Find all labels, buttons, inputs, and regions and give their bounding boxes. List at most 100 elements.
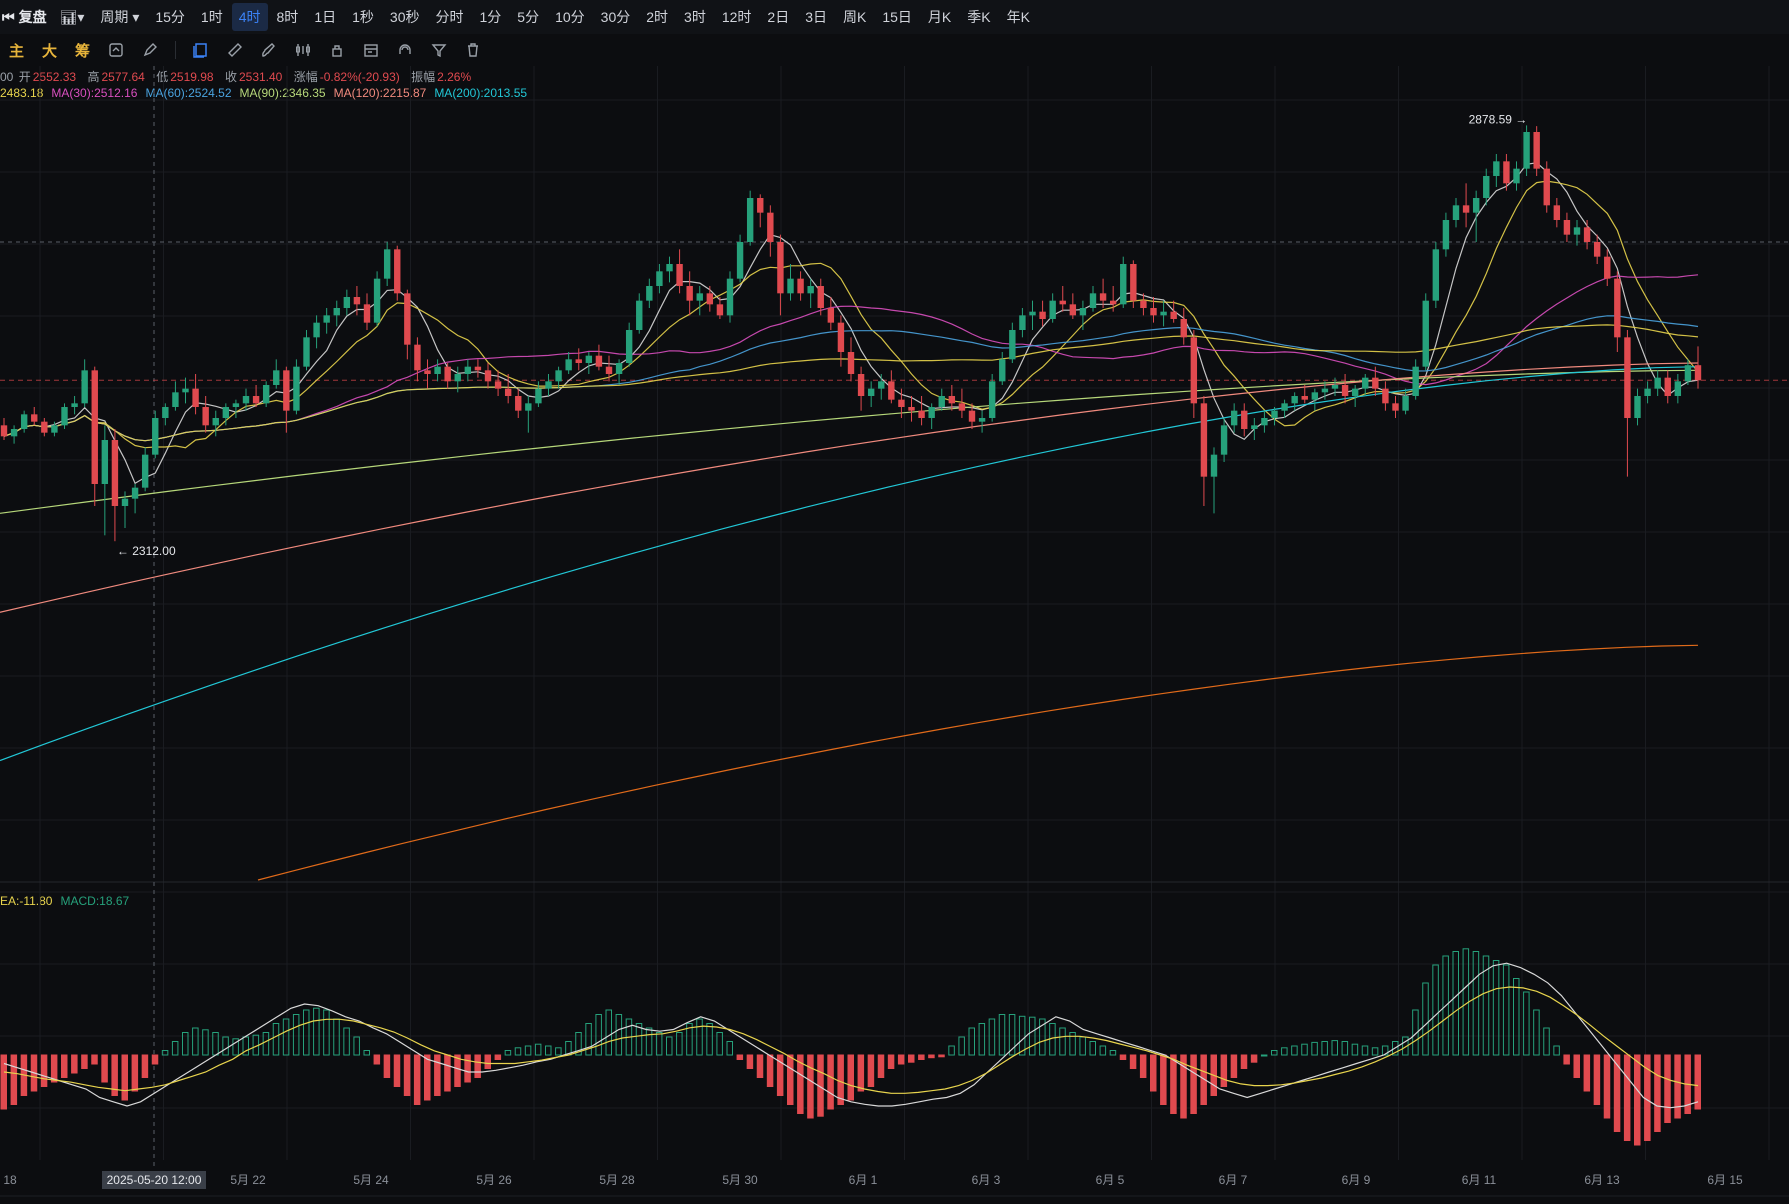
interval-17[interactable]: 周K bbox=[843, 9, 867, 25]
interval-7[interactable]: 分时 bbox=[435, 9, 464, 25]
candle-body bbox=[1341, 385, 1349, 396]
candle-body bbox=[182, 388, 189, 393]
magnet-icon[interactable] bbox=[394, 39, 416, 61]
macd-bar bbox=[71, 1054, 78, 1074]
candle-body bbox=[1523, 132, 1530, 169]
interval-20[interactable]: 季K bbox=[967, 9, 991, 25]
layers-icon[interactable] bbox=[190, 39, 212, 61]
interval-9[interactable]: 5分 bbox=[517, 9, 540, 25]
candle-body bbox=[10, 429, 18, 437]
interval-16[interactable]: 3日 bbox=[805, 9, 827, 25]
candle-body bbox=[1291, 396, 1298, 404]
ma-legend-item-4: MA(120):2215.87 bbox=[333, 86, 427, 100]
calendar-icon[interactable] bbox=[360, 39, 382, 61]
ma-long-line bbox=[257, 644, 1699, 881]
macd-bar bbox=[1119, 1054, 1127, 1060]
macd-bar bbox=[464, 1054, 471, 1083]
macd-bar bbox=[837, 1054, 844, 1105]
interval-14[interactable]: 12时 bbox=[721, 9, 752, 25]
macd-bar bbox=[1180, 1054, 1187, 1119]
low-value: 2519.98 bbox=[170, 70, 214, 84]
candle-body bbox=[1493, 161, 1500, 176]
macd-bar bbox=[1553, 1045, 1560, 1056]
period-dropdown[interactable]: 周期 ▾ bbox=[93, 3, 146, 31]
macd-bar bbox=[292, 1014, 300, 1056]
x-tick-label: 6月 11 bbox=[1462, 1173, 1497, 1187]
macd-bar bbox=[1321, 1041, 1328, 1056]
interval-6[interactable]: 30秒 bbox=[389, 9, 420, 25]
candle-body bbox=[81, 370, 88, 404]
macd-bar bbox=[91, 1054, 98, 1065]
interval-2[interactable]: 4时 bbox=[231, 3, 268, 31]
interval-0[interactable]: 15分 bbox=[155, 9, 185, 25]
candle-body bbox=[242, 396, 250, 404]
interval-3[interactable]: 8时 bbox=[276, 9, 299, 25]
macd-bar bbox=[797, 1054, 804, 1114]
candle-body bbox=[1684, 365, 1692, 382]
macd-bar bbox=[908, 1054, 915, 1063]
max-price-label: 2878.59 → bbox=[1469, 112, 1528, 126]
candle-body bbox=[1069, 304, 1077, 316]
interval-10[interactable]: 10分 bbox=[555, 9, 585, 25]
interval-8[interactable]: 1分 bbox=[479, 9, 502, 25]
macd-bar bbox=[655, 1032, 663, 1056]
macd-bar bbox=[897, 1054, 905, 1065]
interval-19[interactable]: 月K bbox=[927, 9, 952, 25]
lock-icon[interactable] bbox=[326, 39, 348, 61]
interval-18[interactable]: 15日 bbox=[882, 9, 912, 25]
candle-body bbox=[343, 297, 351, 308]
ruler-icon[interactable] bbox=[224, 39, 246, 61]
candle-body bbox=[706, 293, 714, 305]
replay-button[interactable]: ⏮ 复盘 bbox=[0, 7, 53, 27]
interval-12[interactable]: 2时 bbox=[646, 9, 669, 25]
candle-body bbox=[817, 286, 824, 308]
macd-bar bbox=[1331, 1040, 1338, 1056]
candle-body bbox=[928, 407, 935, 418]
candle-body bbox=[958, 403, 966, 411]
candle-body bbox=[1120, 264, 1127, 305]
interval-11[interactable]: 30分 bbox=[600, 9, 631, 25]
candle-body bbox=[1593, 242, 1601, 257]
candle-body bbox=[1029, 311, 1036, 316]
macd-bar bbox=[1291, 1045, 1298, 1056]
macd-bar bbox=[1109, 1050, 1117, 1056]
candle-body bbox=[1513, 168, 1520, 184]
candle-body bbox=[1190, 337, 1198, 404]
candle-body bbox=[212, 418, 219, 426]
interval-21[interactable]: 年K bbox=[1006, 9, 1030, 25]
candle-body bbox=[787, 278, 794, 294]
candle-body bbox=[464, 366, 472, 374]
candle-body bbox=[777, 242, 784, 294]
macd-dif-line bbox=[3, 962, 1699, 1109]
interval-4[interactable]: 1日 bbox=[314, 9, 337, 25]
interval-13[interactable]: 3时 bbox=[684, 9, 706, 25]
interval-1[interactable]: 1时 bbox=[200, 9, 223, 25]
trash-icon[interactable] bbox=[462, 39, 484, 61]
interval-5[interactable]: 1秒 bbox=[352, 9, 374, 25]
macd-bar bbox=[958, 1036, 965, 1056]
change-label: 涨幅 bbox=[293, 70, 318, 84]
indicator-icon[interactable] bbox=[292, 39, 314, 61]
candle-body bbox=[494, 381, 502, 389]
chart-type-dropdown[interactable]: 📊︎▾ bbox=[53, 5, 92, 30]
filter-icon[interactable] bbox=[428, 39, 450, 61]
reset-icon[interactable] bbox=[105, 39, 127, 61]
macd-bar bbox=[454, 1054, 461, 1087]
chip-distribution-toggle[interactable]: 筹 bbox=[75, 42, 91, 60]
interval-15[interactable]: 2日 bbox=[767, 9, 790, 25]
brush-icon[interactable] bbox=[258, 39, 280, 61]
main-indicator-toggle[interactable]: 主 bbox=[9, 42, 25, 60]
macd-bar bbox=[1281, 1047, 1288, 1056]
macd-bar bbox=[40, 1054, 48, 1087]
candle-body bbox=[192, 388, 199, 407]
pencil-tool-icon[interactable] bbox=[139, 39, 161, 61]
macd-bar bbox=[1301, 1043, 1308, 1056]
macd-bar bbox=[1674, 1054, 1681, 1119]
candle-body bbox=[767, 212, 774, 242]
candle-body bbox=[807, 286, 814, 294]
macd-bar bbox=[847, 1054, 854, 1101]
large-order-toggle[interactable]: 大 bbox=[42, 42, 58, 60]
candle-body bbox=[1160, 311, 1167, 316]
x-tick-label: 5月 28 bbox=[599, 1173, 635, 1187]
